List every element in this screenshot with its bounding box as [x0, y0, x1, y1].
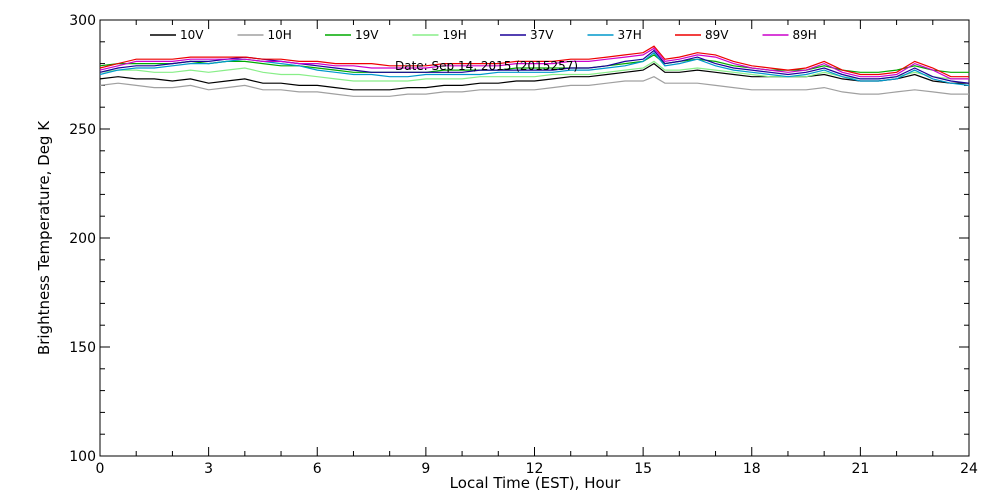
- x-tick-label: 18: [743, 461, 761, 477]
- x-tick-label: 0: [96, 461, 105, 477]
- x-tick-label: 6: [313, 461, 322, 477]
- legend-label-89v: 89V: [705, 28, 729, 42]
- series-line-89v: [99, 45, 969, 78]
- legend-label-37h: 37H: [618, 28, 642, 42]
- x-tick-label: 12: [526, 461, 544, 477]
- series-line-10h: [99, 76, 969, 97]
- series-layer: [99, 45, 970, 97]
- y-tick-label: 250: [69, 122, 96, 138]
- date-annotation: Date: Sep 14, 2015 (2015257): [395, 59, 578, 73]
- legend-label-89h: 89H: [793, 28, 817, 42]
- x-tick-label: 21: [851, 461, 869, 477]
- y-tick-label: 300: [69, 13, 96, 29]
- legend-label-19h: 19H: [443, 28, 467, 42]
- series-line-19v: [99, 54, 969, 73]
- series-line-10v: [99, 62, 969, 91]
- x-axis-title: Local Time (EST), Hour: [450, 474, 621, 492]
- legend: 10V 10H 19V 19H 37V 37H 89V 89H: [150, 28, 817, 42]
- legend-label-37v: 37V: [530, 28, 554, 42]
- legend-label-10h: 10H: [268, 28, 292, 42]
- x-tick-label: 3: [204, 461, 213, 477]
- x-tick-label: 9: [421, 461, 430, 477]
- axis-ticks: 0 3 6 9 12 15 18 21 24 100 150 200 250 300: [69, 13, 978, 477]
- y-tick-label: 200: [69, 231, 96, 247]
- legend-label-19v: 19V: [355, 28, 379, 42]
- y-tick-label: 100: [69, 449, 96, 465]
- x-tick-label: 24: [960, 461, 978, 477]
- legend-label-10v: 10V: [180, 28, 204, 42]
- y-tick-label: 150: [69, 340, 96, 356]
- series-line-19h: [99, 60, 969, 82]
- y-axis-title: Brightness Temperature, Deg K: [35, 120, 53, 355]
- x-tick-label: 15: [634, 461, 652, 477]
- series-line-89h: [99, 47, 969, 80]
- plot-frame: [99, 19, 970, 457]
